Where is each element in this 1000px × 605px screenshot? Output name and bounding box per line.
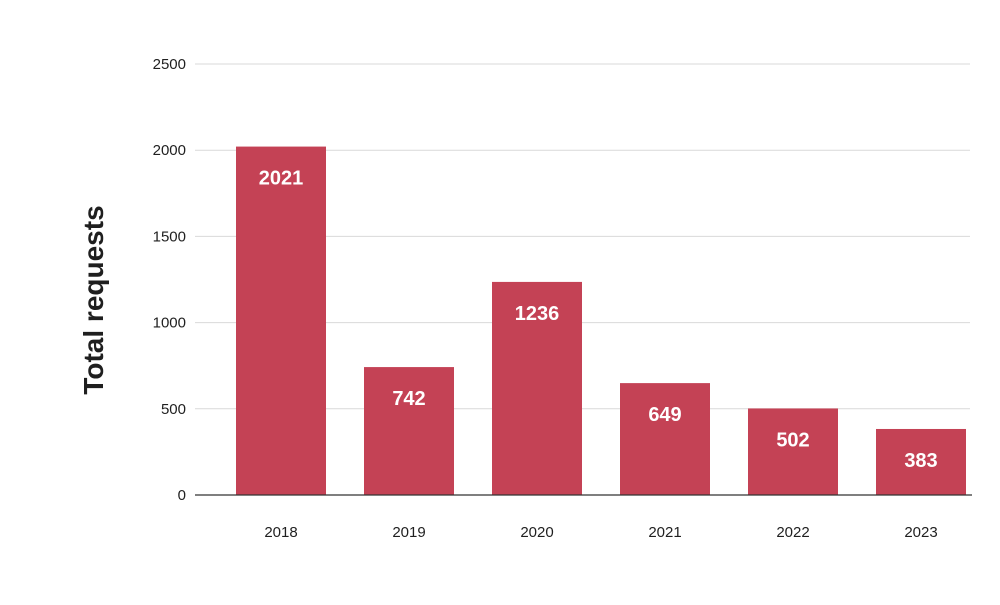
bar-2022 — [748, 408, 838, 495]
bars-layer — [236, 146, 966, 496]
x-tick-label-2018: 2018 — [264, 524, 297, 541]
bar-2018 — [236, 146, 326, 496]
data-label-2020: 1236 — [515, 303, 560, 325]
y-tick-label-1000: 1000 — [153, 315, 186, 332]
y-tick-label-2000: 2000 — [153, 142, 186, 159]
x-tick-label-2019: 2019 — [392, 524, 425, 541]
y-axis-title: Total requests — [78, 205, 109, 394]
x-tick-label-2023: 2023 — [904, 524, 937, 541]
labels-layer: 0 500 1000 1500 2000 2500 2021 2018 742 2019 1236 2… — [153, 56, 938, 541]
data-label-2022: 502 — [776, 429, 809, 451]
y-tick-label-1500: 1500 — [153, 228, 186, 245]
data-label-2018: 2021 — [259, 168, 304, 190]
bar-2021 — [620, 383, 710, 495]
x-tick-label-2021: 2021 — [648, 524, 681, 541]
bar-2020 — [492, 281, 582, 495]
data-label-2019: 742 — [392, 388, 425, 410]
y-tick-label-500: 500 — [161, 401, 186, 418]
x-tick-label-2020: 2020 — [520, 524, 553, 541]
bar-2023 — [876, 428, 966, 495]
y-tick-label-2500: 2500 — [153, 56, 186, 73]
bar-2019 — [364, 367, 454, 495]
y-tick-label-0: 0 — [178, 487, 186, 504]
data-label-2023: 383 — [904, 450, 937, 472]
data-label-2021: 649 — [648, 404, 681, 426]
x-tick-label-2022: 2022 — [776, 524, 809, 541]
